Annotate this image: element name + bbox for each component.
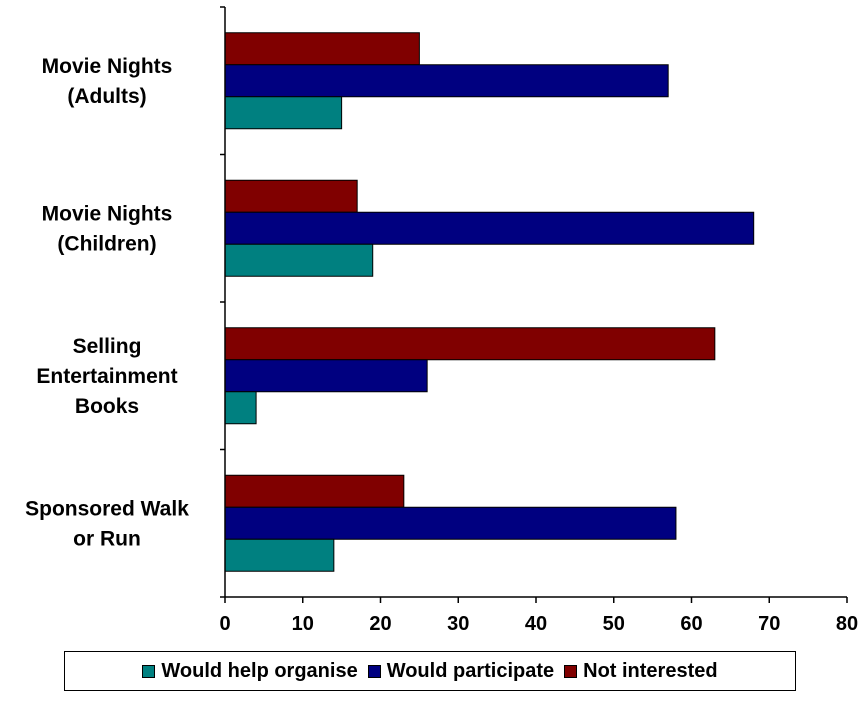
legend-label: Not interested — [583, 659, 718, 682]
legend-swatch — [564, 664, 578, 678]
category-label-line: Movie Nights — [42, 55, 173, 78]
bar-not-interested-1 — [224, 179, 358, 213]
category-label-line: or Run — [73, 527, 141, 550]
legend-item-help-organise: Would help organise — [142, 659, 358, 683]
category-label-line: Movie Nights — [42, 202, 173, 225]
bar-not-interested-3 — [224, 474, 405, 508]
bar-would-participate-2 — [224, 359, 428, 393]
legend-item-not-interested: Not interested — [564, 659, 718, 683]
legend-label: Would help organise — [161, 659, 358, 682]
bar-would-participate-3 — [224, 506, 677, 540]
bar-would-participate-0 — [224, 64, 669, 98]
legend-swatch — [367, 664, 381, 678]
x-tick-label: 30 — [447, 613, 469, 635]
category-label: Selling Entertainment Books — [36, 335, 177, 418]
legend-swatch — [142, 664, 156, 678]
x-tick-label: 70 — [758, 613, 780, 635]
bar-would-help-organise-0 — [224, 96, 343, 130]
bar-not-interested-2 — [224, 327, 716, 361]
category-labels: Movie Nights (Adults) Movie Nights (Childre… — [25, 55, 189, 551]
x-tick-label: 10 — [292, 613, 314, 635]
bar-would-participate-1 — [224, 211, 755, 245]
category-label-line: Books — [75, 395, 139, 418]
category-label-line: (Adults) — [67, 85, 146, 108]
legend: Would help organise Would participate No… — [64, 651, 796, 691]
x-tick-label: 40 — [525, 613, 547, 635]
category-label-line: Entertainment — [36, 365, 177, 388]
bars-group — [224, 32, 755, 572]
category-label: Movie Nights (Adults) — [42, 55, 173, 108]
bar-would-help-organise-3 — [224, 538, 335, 572]
bar-would-help-organise-2 — [224, 391, 257, 425]
category-label-line: Selling — [73, 335, 142, 358]
category-label-line: (Children) — [57, 232, 156, 255]
x-tick-label: 50 — [603, 613, 625, 635]
category-label: Movie Nights (Children) — [42, 202, 173, 255]
bar-not-interested-0 — [224, 32, 420, 66]
tick-labels: 0 10 20 30 40 50 60 70 80 — [219, 613, 858, 635]
category-label-line: Sponsored Walk — [25, 497, 189, 520]
category-label: Sponsored Walk or Run — [25, 497, 189, 550]
bar-chart: Movie Nights (Adults) Movie Nights (Childre… — [25, 6, 858, 635]
axes-group — [220, 6, 848, 603]
x-tick-label: 20 — [369, 613, 391, 635]
x-tick-label: 60 — [680, 613, 702, 635]
legend-label: Would participate — [386, 659, 555, 682]
legend-item-participate: Would participate — [367, 659, 555, 683]
x-tick-label: 0 — [219, 613, 230, 635]
x-tick-label: 80 — [836, 613, 858, 635]
bar-would-help-organise-1 — [224, 243, 374, 277]
